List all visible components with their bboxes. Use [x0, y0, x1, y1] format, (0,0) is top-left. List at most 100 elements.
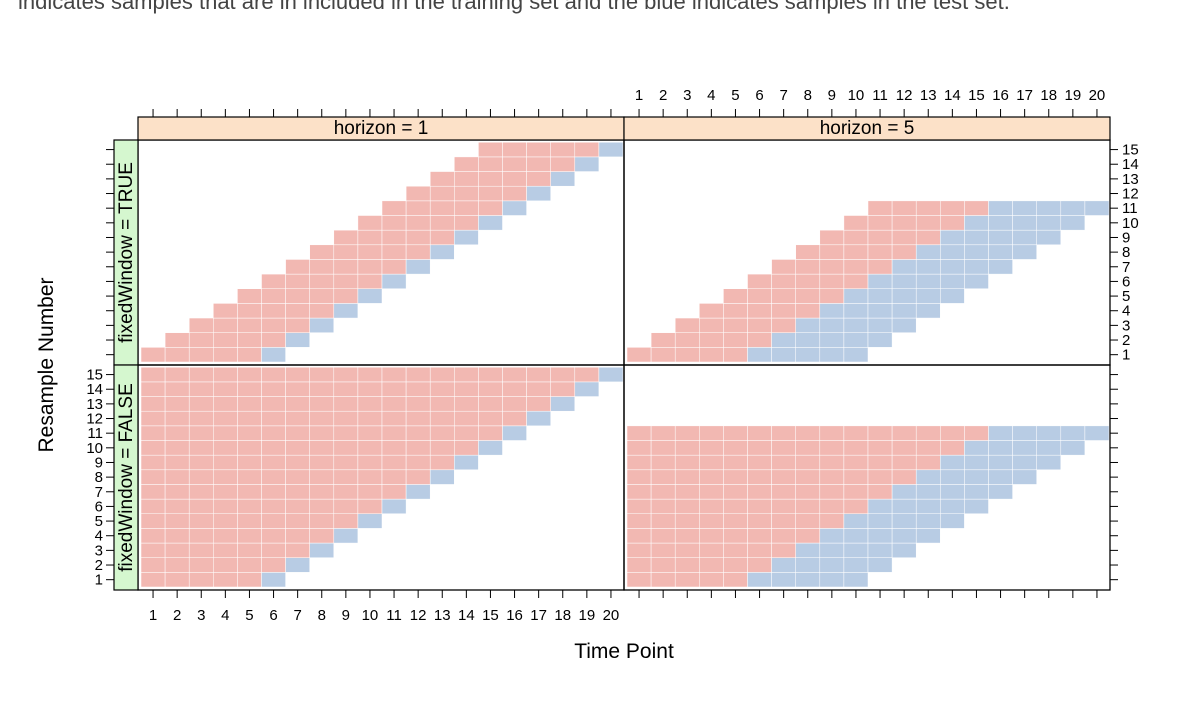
test-cell [940, 469, 965, 485]
train-cell [699, 484, 724, 500]
test-cell [502, 200, 527, 216]
train-cell [285, 367, 310, 383]
train-cell [747, 440, 772, 456]
x-axis-label: Time Point [574, 640, 674, 663]
test-cell [819, 528, 845, 544]
y-tick-label: 9 [95, 454, 103, 471]
y-tick-label: 4 [1122, 303, 1130, 320]
train-cell [213, 440, 238, 456]
x-tick-label: 4 [221, 607, 229, 624]
train-cell [309, 528, 335, 544]
train-cell [140, 484, 166, 500]
train-cell [188, 542, 214, 558]
test-cell [1084, 200, 1110, 216]
train-cell [626, 347, 652, 363]
train-cell [478, 381, 503, 397]
x-tick-label: 20 [1089, 87, 1106, 104]
train-cell [188, 572, 214, 588]
train-cell [140, 440, 166, 456]
train-cell [429, 171, 455, 187]
train-cell [405, 215, 431, 231]
x-tick-label: 1 [635, 87, 643, 104]
train-cell [771, 259, 796, 275]
train-cell [771, 513, 796, 529]
train-cell [699, 347, 724, 363]
train-cell [429, 440, 455, 456]
test-cell [1012, 425, 1037, 441]
train-cell [771, 288, 796, 304]
train-cell [626, 528, 652, 544]
test-cell [891, 542, 917, 558]
train-cell [674, 440, 700, 456]
train-cell [285, 542, 310, 558]
train-cell [626, 484, 652, 500]
train-cell [261, 484, 286, 500]
train-cell [699, 425, 724, 441]
train-cell [454, 367, 479, 383]
train-cell [381, 484, 407, 500]
train-cell [261, 557, 286, 573]
test-cell [988, 484, 1013, 500]
train-cell [188, 425, 214, 441]
test-cell [819, 317, 845, 333]
test-cell [550, 171, 576, 187]
test-cell [891, 513, 917, 529]
train-cell [843, 484, 869, 500]
test-cell [598, 367, 624, 383]
train-cell [333, 229, 359, 246]
train-cell [237, 347, 262, 363]
train-cell [478, 185, 503, 202]
test-cell [915, 484, 941, 500]
y-tick-label: 15 [86, 367, 103, 384]
test-cell [1012, 229, 1037, 246]
train-cell [747, 288, 772, 304]
train-cell [188, 381, 214, 397]
train-cell [237, 410, 262, 427]
train-cell [454, 410, 479, 427]
train-cell [819, 273, 845, 290]
x-tick-label: 9 [828, 87, 836, 104]
train-cell [333, 513, 359, 529]
x-tick-label: 19 [1065, 87, 1082, 104]
train-cell [747, 528, 772, 544]
train-cell [333, 381, 359, 397]
train-cell [454, 171, 479, 187]
train-cell [213, 425, 238, 441]
train-cell [747, 425, 772, 441]
test-cell [795, 542, 821, 558]
train-cell [333, 288, 359, 304]
column-strip-label: horizon = 1 [334, 118, 429, 139]
train-cell [213, 303, 238, 319]
train-cell [699, 557, 724, 573]
train-cell [699, 317, 724, 333]
train-cell [213, 367, 238, 383]
train-cell [819, 469, 845, 485]
train-cell [357, 396, 383, 412]
train-cell [140, 425, 166, 441]
train-cell [674, 454, 700, 471]
train-cell [699, 332, 724, 348]
y-tick-label: 15 [1122, 142, 1139, 159]
train-cell [650, 332, 676, 348]
train-cell [940, 200, 965, 216]
y-tick-label: 11 [1122, 200, 1138, 217]
train-cell [843, 440, 869, 456]
train-cell [309, 498, 335, 515]
train-cell [747, 513, 772, 529]
train-cell [771, 273, 796, 290]
test-cell [867, 288, 893, 304]
train-cell [526, 381, 551, 397]
train-cell [867, 244, 893, 260]
train-cell [309, 425, 335, 441]
train-cell [650, 572, 676, 588]
test-cell [891, 528, 917, 544]
train-cell [626, 542, 652, 558]
test-cell [795, 347, 821, 363]
train-cell [650, 469, 676, 485]
train-cell [867, 484, 893, 500]
train-cell [188, 484, 214, 500]
train-cell [650, 498, 676, 515]
train-cell [699, 572, 724, 588]
x-tick-label: 17 [530, 607, 547, 624]
